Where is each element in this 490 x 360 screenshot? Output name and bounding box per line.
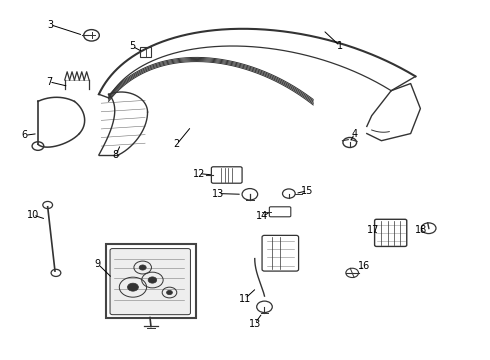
Text: 13: 13 — [248, 319, 261, 329]
Text: 10: 10 — [27, 210, 39, 220]
Text: 2: 2 — [173, 139, 180, 149]
Circle shape — [148, 277, 157, 283]
FancyBboxPatch shape — [110, 249, 191, 315]
Circle shape — [139, 265, 146, 270]
Text: 15: 15 — [301, 186, 314, 196]
Circle shape — [167, 291, 172, 295]
FancyBboxPatch shape — [211, 167, 242, 183]
Text: 7: 7 — [46, 77, 52, 87]
Text: 6: 6 — [22, 130, 28, 140]
Text: 3: 3 — [47, 19, 53, 30]
Text: 17: 17 — [367, 225, 379, 235]
FancyBboxPatch shape — [270, 207, 291, 217]
Text: 12: 12 — [193, 168, 205, 179]
FancyBboxPatch shape — [374, 219, 407, 247]
Text: 11: 11 — [239, 294, 251, 303]
Text: 16: 16 — [358, 261, 370, 271]
Bar — [106, 244, 196, 318]
Text: 4: 4 — [351, 129, 358, 139]
Text: 8: 8 — [113, 150, 119, 160]
Text: 1: 1 — [337, 41, 343, 51]
Text: 5: 5 — [129, 41, 135, 51]
Text: 18: 18 — [415, 225, 427, 235]
Text: 9: 9 — [95, 259, 101, 269]
Bar — [140, 47, 151, 57]
Circle shape — [127, 283, 138, 291]
Text: 13: 13 — [212, 189, 224, 199]
Text: 14: 14 — [256, 211, 268, 221]
FancyBboxPatch shape — [262, 235, 298, 271]
